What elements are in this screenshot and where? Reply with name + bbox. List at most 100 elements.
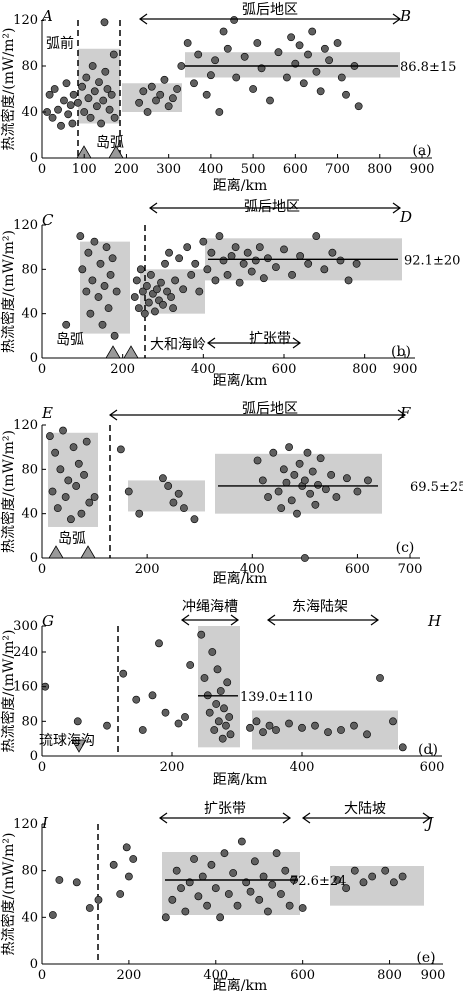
- profile-end-label: J: [424, 814, 434, 832]
- data-point: [122, 843, 131, 852]
- data-point: [169, 498, 178, 507]
- data-point: [130, 293, 139, 301]
- x-tick-label: 200: [110, 362, 135, 377]
- x-tick-label: 400: [290, 760, 315, 775]
- profile-start-label: C: [42, 211, 54, 229]
- y-tick-label: 120: [13, 817, 38, 832]
- data-point: [247, 267, 256, 276]
- arc-triangle-1: [105, 345, 121, 359]
- data-point: [183, 39, 192, 47]
- profile-end-label: D: [399, 208, 412, 226]
- data-point: [272, 263, 280, 272]
- data-point: [112, 287, 121, 296]
- data-point: [195, 287, 204, 296]
- data-point: [239, 259, 248, 268]
- data-point: [312, 232, 321, 240]
- region-label: 大陆坡: [344, 801, 386, 817]
- y-axis-label: 热流密度/(mW/m²): [0, 833, 17, 956]
- data-point: [359, 878, 368, 887]
- data-point: [336, 256, 345, 265]
- data-point: [136, 265, 145, 274]
- arrow-head-left: [180, 614, 190, 626]
- data-point: [143, 108, 152, 116]
- data-point: [376, 674, 384, 682]
- data-point: [277, 890, 285, 898]
- data-point: [197, 630, 206, 639]
- arrow-head-right: [392, 202, 402, 214]
- x-tick-label: 800: [367, 162, 392, 177]
- arrow-head-left: [158, 812, 168, 824]
- arc-triangle-2: [108, 145, 124, 159]
- data-point: [251, 256, 260, 265]
- data-point: [344, 276, 353, 285]
- data-point: [287, 33, 296, 42]
- data-point: [88, 276, 97, 285]
- data-point: [180, 504, 188, 513]
- data-point: [303, 448, 312, 457]
- data-point: [177, 884, 185, 893]
- data-point: [110, 113, 119, 122]
- data-point: [337, 73, 346, 82]
- data-point: [95, 78, 103, 86]
- data-point: [76, 232, 85, 240]
- y-tick-label: 120: [13, 218, 38, 233]
- data-point: [157, 278, 165, 287]
- y-tick-label: 120: [13, 13, 38, 28]
- data-point: [225, 713, 234, 721]
- data-point: [224, 890, 233, 898]
- panel-label: (e): [416, 950, 435, 966]
- data-point: [381, 866, 390, 875]
- mean-label: 92.1±20: [404, 253, 460, 268]
- data-point: [159, 300, 167, 309]
- profile-end-label: H: [427, 612, 442, 630]
- data-point: [298, 723, 306, 732]
- x-tick-label: 200: [116, 968, 141, 983]
- data-point: [333, 876, 342, 884]
- data-point: [312, 67, 321, 76]
- x-tick-label: 100: [72, 162, 97, 177]
- x-axis-label: 距离/km: [213, 771, 267, 788]
- region-label: 冲绳海槽: [182, 599, 238, 615]
- arrow-head-left: [138, 13, 148, 25]
- data-point: [227, 252, 236, 260]
- data-point: [50, 85, 59, 93]
- data-point: [208, 648, 217, 656]
- region-label: 扩张带: [249, 331, 291, 347]
- y-tick-label: 0: [30, 957, 38, 972]
- mean-label: 69.5±25: [410, 480, 463, 495]
- data-point: [100, 18, 109, 27]
- data-point: [181, 907, 190, 916]
- data-point: [215, 108, 224, 116]
- y-tick-label: 0: [30, 749, 38, 764]
- x-tick-label: 900: [393, 362, 418, 377]
- y-tick-label: 40: [21, 307, 38, 322]
- data-point: [64, 110, 73, 119]
- data-point: [61, 493, 70, 501]
- data-point: [105, 105, 114, 114]
- data-point: [194, 892, 203, 901]
- panel-5: 72.6±24 扩张带 大陆坡 I J (e) 0 200 400 600 800 900 0 40 80 1…: [0, 801, 445, 994]
- x-tick-label: 400: [240, 562, 265, 577]
- data-point: [246, 723, 254, 732]
- data-point: [233, 901, 242, 910]
- profile-end-label: B: [399, 7, 411, 25]
- y-tick-label: 40: [21, 507, 38, 522]
- data-point: [171, 276, 179, 285]
- arrow-head-left: [206, 337, 216, 349]
- data-point: [389, 878, 398, 887]
- data-point: [274, 487, 283, 496]
- data-point: [59, 426, 67, 435]
- data-point: [138, 287, 147, 296]
- data-point: [216, 913, 225, 922]
- data-point: [253, 39, 262, 47]
- arc-triangle-2: [123, 345, 139, 359]
- arrow-head-right: [392, 13, 402, 25]
- x-tick-label: 200: [114, 162, 139, 177]
- data-point: [281, 866, 290, 875]
- data-point: [104, 304, 113, 313]
- data-point: [161, 913, 170, 922]
- data-point: [109, 50, 118, 59]
- data-point: [300, 554, 309, 562]
- data-point: [213, 665, 222, 674]
- data-point: [337, 726, 345, 734]
